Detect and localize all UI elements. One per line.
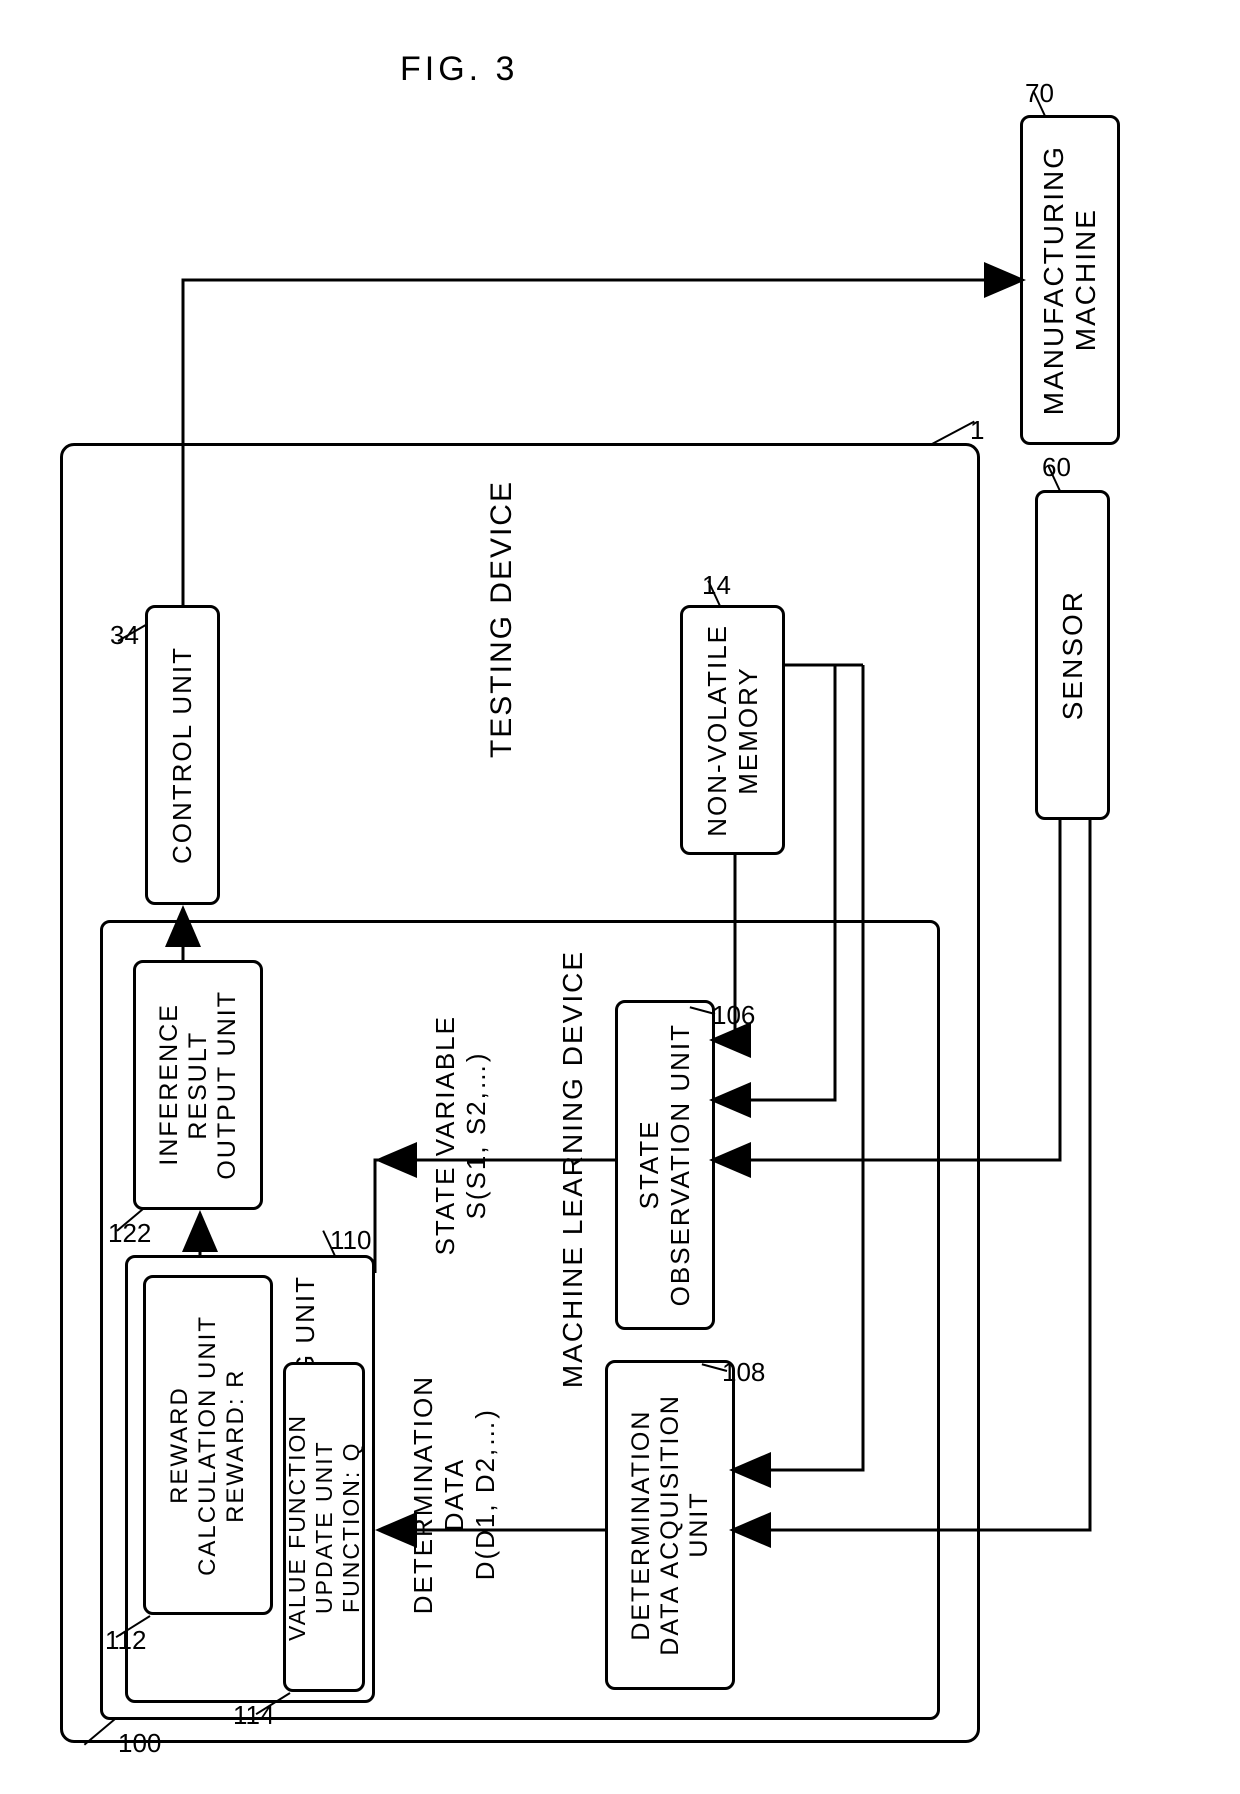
nvmem-box: NON-VOLATILEMEMORY xyxy=(680,605,785,855)
sensor-number: 60 xyxy=(1042,452,1071,483)
state-obs-number: 106 xyxy=(712,1000,755,1031)
determination-data-label: DETERMINATIONDATAD(D1, D2,…) xyxy=(408,1375,501,1614)
det-data-box: DETERMINATIONDATA ACQUISITIONUNIT xyxy=(605,1360,735,1690)
inference-output-number: 122 xyxy=(108,1218,151,1249)
testing-device-title: TESTING DEVICE xyxy=(485,480,519,758)
reward-label: REWARDCALCULATION UNITREWARD: R xyxy=(166,1315,250,1576)
reward-box: REWARDCALCULATION UNITREWARD: R xyxy=(143,1275,273,1615)
state-variable-label: STATE VARIABLES(S1, S2,…) xyxy=(430,1015,492,1255)
control-unit-box: CONTROL UNIT xyxy=(145,605,220,905)
det-data-label: DETERMINATIONDATA ACQUISITIONUNIT xyxy=(627,1394,714,1656)
manufacturing-machine-box: MANUFACTURINGMACHINE xyxy=(1020,115,1120,445)
nvmem-label: NON-VOLATILEMEMORY xyxy=(702,624,764,837)
control-unit-label: CONTROL UNIT xyxy=(167,646,198,864)
testing-device-leader xyxy=(932,421,975,445)
ml-device-title: MACHINE LEARNING DEVICE xyxy=(557,950,589,1388)
value-fn-box: VALUE FUNCTIONUPDATE UNITFUNCTION: Q xyxy=(283,1362,365,1692)
state-obs-label: STATEOBSERVATION UNIT xyxy=(634,1023,696,1306)
det-data-number: 108 xyxy=(722,1357,765,1388)
inference-output-box: INFERENCERESULTOUTPUT UNIT xyxy=(133,960,263,1210)
inference-output-label: INFERENCERESULTOUTPUT UNIT xyxy=(155,990,242,1180)
testing-device-number: 1 xyxy=(970,415,984,446)
sensor-label: SENSOR xyxy=(1057,590,1089,720)
value-fn-label: VALUE FUNCTIONUPDATE UNITFUNCTION: Q xyxy=(284,1414,365,1641)
state-obs-box: STATEOBSERVATION UNIT xyxy=(615,1000,715,1330)
figure-title: FIG. 3 xyxy=(400,50,518,89)
ml-device-number: 100 xyxy=(118,1728,161,1759)
learning-unit-number: 110 xyxy=(330,1225,371,1256)
sensor-box: SENSOR xyxy=(1035,490,1110,820)
manufacturing-machine-label: MANUFACTURINGMACHINE xyxy=(1038,145,1102,415)
